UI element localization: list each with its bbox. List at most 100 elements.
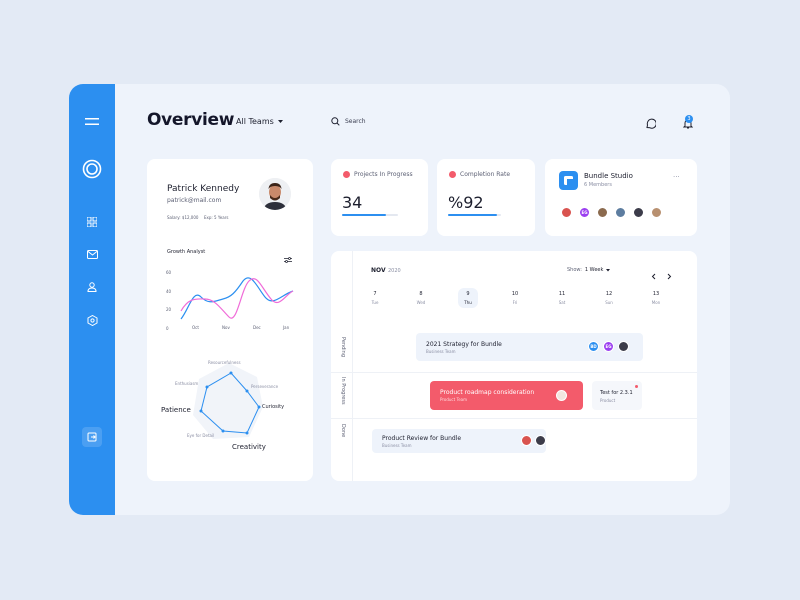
radar-label-perseverance: Perseverance — [251, 384, 279, 389]
task-card[interactable]: Test for 2.3.1 Product — [592, 381, 642, 410]
task-card[interactable]: 2021 Strategy for Bundle Business Team B… — [416, 333, 643, 361]
task-avatar[interactable]: BD — [588, 341, 599, 352]
profile-avatar — [259, 178, 291, 210]
calendar-day[interactable]: 8 Wed — [411, 291, 431, 305]
x-tick: Nov — [222, 325, 230, 330]
calendar-day[interactable]: 7 Tue — [365, 291, 385, 305]
day-name: Sun — [605, 300, 613, 305]
radar-label-curiosity: Curiosity — [262, 404, 285, 410]
filter-icon[interactable] — [284, 248, 292, 267]
task-card-highlight[interactable]: Product roadmap consideration Product Te… — [430, 381, 583, 410]
completion-stat-card[interactable]: Completion Rate %92 — [437, 159, 535, 236]
teams-label: All Teams — [236, 117, 274, 126]
day-number: 7 — [373, 291, 377, 297]
task-alert-dot — [635, 385, 638, 388]
row-label-pending: Pending — [340, 337, 346, 357]
chevron-down-icon — [277, 119, 283, 123]
mail-icon[interactable] — [82, 244, 102, 264]
x-tick: Jan — [283, 325, 290, 330]
task-title: Product Review for Bundle — [382, 435, 462, 442]
day-number: 8 — [419, 291, 423, 297]
logo-icon[interactable] — [82, 159, 102, 179]
projects-stat-card[interactable]: Projects In Progress 34 — [331, 159, 428, 236]
task-team: Business Team — [382, 443, 412, 448]
chevron-down-icon — [606, 268, 611, 271]
member-avatar[interactable]: EG — [579, 207, 590, 218]
teams-dropdown[interactable]: All Teams — [236, 117, 283, 126]
task-title: 2021 Strategy for Bundle — [426, 341, 502, 348]
calendar-day[interactable]: 10 Fri — [505, 291, 525, 305]
projects-label: Projects In Progress — [354, 171, 413, 178]
task-avatar[interactable] — [556, 390, 567, 401]
settings-icon[interactable] — [82, 310, 102, 330]
chevron-left-icon — [651, 273, 656, 280]
studio-members: 6 Members — [584, 182, 612, 188]
chat-icon[interactable] — [642, 115, 658, 131]
search-bar[interactable]: Search — [331, 117, 366, 126]
chevron-right-icon — [667, 273, 672, 280]
day-name: Fri — [512, 300, 518, 305]
growth-series-blue — [180, 277, 294, 320]
day-name: Tue — [371, 300, 379, 305]
studio-name: Bundle Studio — [584, 172, 633, 180]
task-avatar[interactable] — [618, 341, 629, 352]
task-avatar[interactable]: EG — [603, 341, 614, 352]
skills-radar-chart — [193, 363, 263, 439]
projects-icon — [343, 171, 350, 178]
studio-more-button[interactable]: ··· — [673, 173, 680, 181]
x-tick: Oct — [192, 325, 199, 330]
show-label: Show: — [567, 267, 582, 273]
profile-email: patrick@mail.com — [167, 197, 222, 204]
next-week-button[interactable] — [666, 265, 672, 284]
calendar-card: NOV 2020 Show: 1 Week 7 Tue 8 Wed 9 Thu 10 F… — [331, 251, 697, 481]
day-name: Thu — [464, 300, 472, 305]
day-number: 9 — [466, 291, 470, 297]
dashboard-icon[interactable] — [82, 212, 102, 232]
task-card[interactable]: Product Review for Bundle Business Team — [372, 429, 546, 453]
prev-week-button[interactable] — [651, 265, 657, 284]
x-tick: Dec — [253, 325, 261, 330]
radar-label-patience: Patience — [161, 406, 191, 414]
member-avatar[interactable] — [633, 207, 644, 218]
member-avatar[interactable] — [597, 207, 608, 218]
profile-experience: Exp: 5 Years — [204, 215, 229, 220]
member-avatar[interactable] — [561, 207, 572, 218]
row-label-divider — [352, 251, 353, 481]
search-label: Search — [345, 118, 366, 125]
y-tick: 60 — [166, 270, 172, 275]
row-divider — [331, 418, 697, 419]
studio-logo-icon — [559, 171, 578, 190]
studio-card[interactable]: Bundle Studio 6 Members ··· EG — [545, 159, 697, 236]
row-divider — [331, 372, 697, 373]
calendar-day[interactable]: 11 Sat — [552, 291, 572, 305]
member-avatar[interactable] — [651, 207, 662, 218]
calendar-day[interactable]: 12 Sun — [599, 291, 619, 305]
show-select[interactable]: Show: 1 Week — [567, 267, 611, 273]
growth-y-axis: 60 40 20 0 — [166, 264, 171, 338]
profile-name: Patrick Kennedy — [167, 184, 240, 194]
task-team: Product Team — [440, 397, 468, 402]
completion-value: %92 — [448, 193, 484, 212]
task-avatar[interactable] — [521, 435, 532, 446]
calendar-year: 2020 — [388, 268, 401, 274]
task-avatar[interactable] — [535, 435, 546, 446]
app-window: Overview All Teams Search 3 Patrick Kenn… — [69, 84, 730, 515]
profile-salary: Salary: $12,000 — [167, 215, 199, 220]
day-number: 10 — [511, 291, 519, 297]
radar-label-enthusiasm: Enthusiasm — [175, 381, 199, 386]
page-title: Overview — [147, 110, 235, 130]
calendar-day[interactable]: 13 Mon — [646, 291, 666, 305]
task-title: Product roadmap consideration — [440, 389, 535, 396]
radar-label-creativity: Creativity — [232, 443, 266, 451]
logout-icon[interactable] — [82, 427, 102, 447]
notification-badge: 3 — [685, 115, 693, 123]
row-label-in-progress: In Progress — [340, 377, 346, 405]
user-icon[interactable] — [82, 277, 102, 297]
day-number: 11 — [558, 291, 566, 297]
menu-icon[interactable] — [82, 112, 102, 132]
day-number: 13 — [652, 291, 660, 297]
calendar-day-selected[interactable]: 9 Thu — [458, 288, 478, 308]
member-avatar[interactable] — [615, 207, 626, 218]
task-team: Product — [600, 398, 616, 403]
projects-value: 34 — [342, 193, 363, 212]
